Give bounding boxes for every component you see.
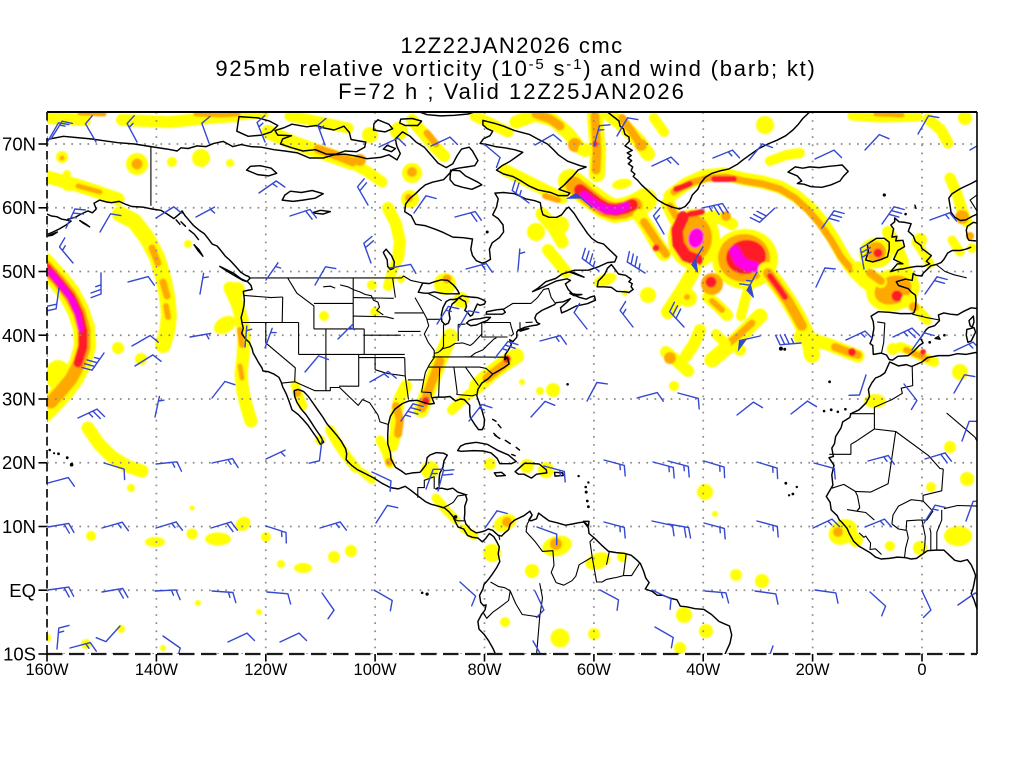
svg-text:40N: 40N bbox=[2, 325, 36, 346]
svg-text:12Z22JAN2026 cmc: 12Z22JAN2026 cmc bbox=[400, 33, 623, 58]
svg-text:100W: 100W bbox=[354, 661, 398, 679]
svg-text:F=72 h ; Valid 12Z25JAN2026: F=72 h ; Valid 12Z25JAN2026 bbox=[338, 79, 686, 104]
svg-text:140W: 140W bbox=[135, 661, 179, 679]
svg-text:60W: 60W bbox=[577, 661, 611, 679]
svg-text:160W: 160W bbox=[25, 661, 69, 679]
svg-text:10S: 10S bbox=[3, 644, 36, 665]
svg-text:40W: 40W bbox=[686, 661, 720, 679]
svg-text:20W: 20W bbox=[796, 661, 830, 679]
svg-text:0: 0 bbox=[917, 661, 926, 679]
svg-text:EQ: EQ bbox=[9, 580, 36, 601]
svg-text:80W: 80W bbox=[468, 661, 502, 679]
svg-text:925mb relative vorticity (10-5: 925mb relative vorticity (10-5 s-1) and … bbox=[215, 56, 816, 81]
svg-text:10N: 10N bbox=[2, 516, 36, 537]
svg-text:50N: 50N bbox=[2, 261, 36, 282]
svg-text:30N: 30N bbox=[2, 389, 36, 410]
svg-text:60N: 60N bbox=[2, 197, 36, 218]
svg-text:70N: 70N bbox=[2, 134, 36, 155]
svg-text:120W: 120W bbox=[244, 661, 288, 679]
svg-text:20N: 20N bbox=[2, 452, 36, 473]
